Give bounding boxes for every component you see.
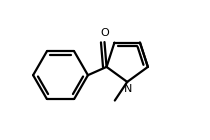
Text: N: N <box>124 84 133 94</box>
Text: O: O <box>100 28 109 38</box>
